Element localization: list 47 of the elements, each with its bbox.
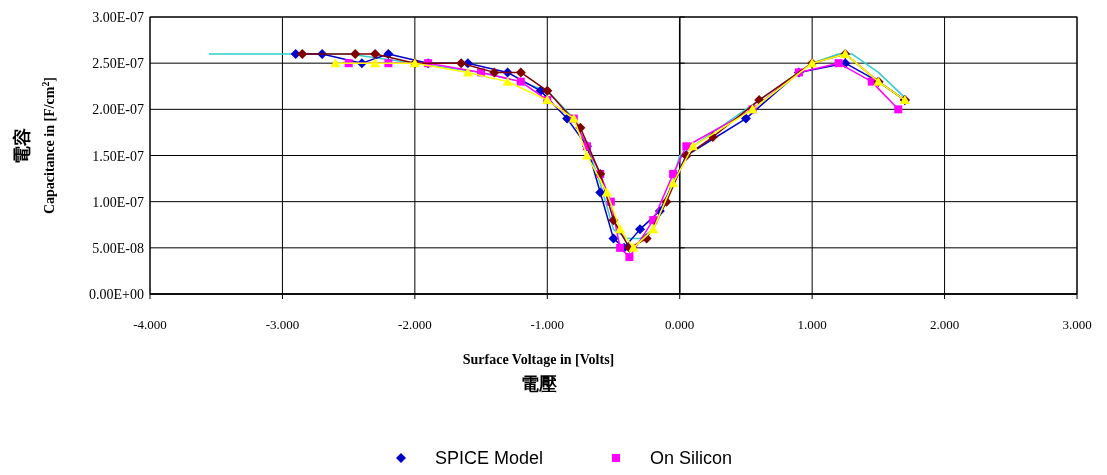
point xyxy=(370,48,381,59)
point xyxy=(297,48,308,59)
point xyxy=(502,76,513,86)
point xyxy=(516,77,525,86)
y-tick-label: 0.00E+00 xyxy=(89,287,144,302)
point xyxy=(625,253,634,262)
point xyxy=(515,67,526,78)
point xyxy=(668,178,679,188)
point xyxy=(682,142,691,151)
x-tick-label: -3.000 xyxy=(265,317,300,332)
point xyxy=(582,150,593,160)
point xyxy=(608,233,619,244)
y-tick-label: 1.00E-07 xyxy=(92,194,144,210)
point xyxy=(542,85,553,96)
y-tick-label: 3.00E-07 xyxy=(92,10,144,25)
point xyxy=(669,169,678,178)
legend-label: SPICE Model xyxy=(435,448,544,468)
point xyxy=(601,187,612,197)
x-tick-label: 3.000 xyxy=(1062,317,1092,332)
point xyxy=(615,224,626,234)
point xyxy=(370,58,381,68)
point xyxy=(489,67,500,78)
x-tick-label: 1.000 xyxy=(797,317,827,332)
legend-label: On Silicon xyxy=(650,448,733,468)
y-tick-label: 2.50E-07 xyxy=(92,56,144,72)
point xyxy=(740,113,751,124)
point xyxy=(330,58,341,68)
point xyxy=(634,224,645,235)
y-tick-label: 2.00E-07 xyxy=(92,102,144,118)
x-tick-label: 2.000 xyxy=(929,317,960,332)
x-tick-label: -1.000 xyxy=(530,317,565,332)
x-axis-title: Surface Voltage in [Volts] 電壓 xyxy=(462,352,615,394)
x-tick-label: 0.000 xyxy=(665,317,695,332)
x-tick-label: -2.000 xyxy=(398,317,432,332)
y-tick-label: 1.50E-07 xyxy=(92,148,144,164)
y-tick-label: 5.00E-08 xyxy=(92,240,144,256)
point xyxy=(648,224,659,234)
point xyxy=(834,59,843,68)
point xyxy=(687,141,698,151)
point xyxy=(456,58,467,69)
point xyxy=(595,187,606,198)
point xyxy=(462,67,473,77)
point xyxy=(616,243,625,252)
x-tick-label: -4.000 xyxy=(133,317,167,332)
point xyxy=(628,242,639,252)
point xyxy=(894,105,903,114)
point xyxy=(350,48,361,59)
